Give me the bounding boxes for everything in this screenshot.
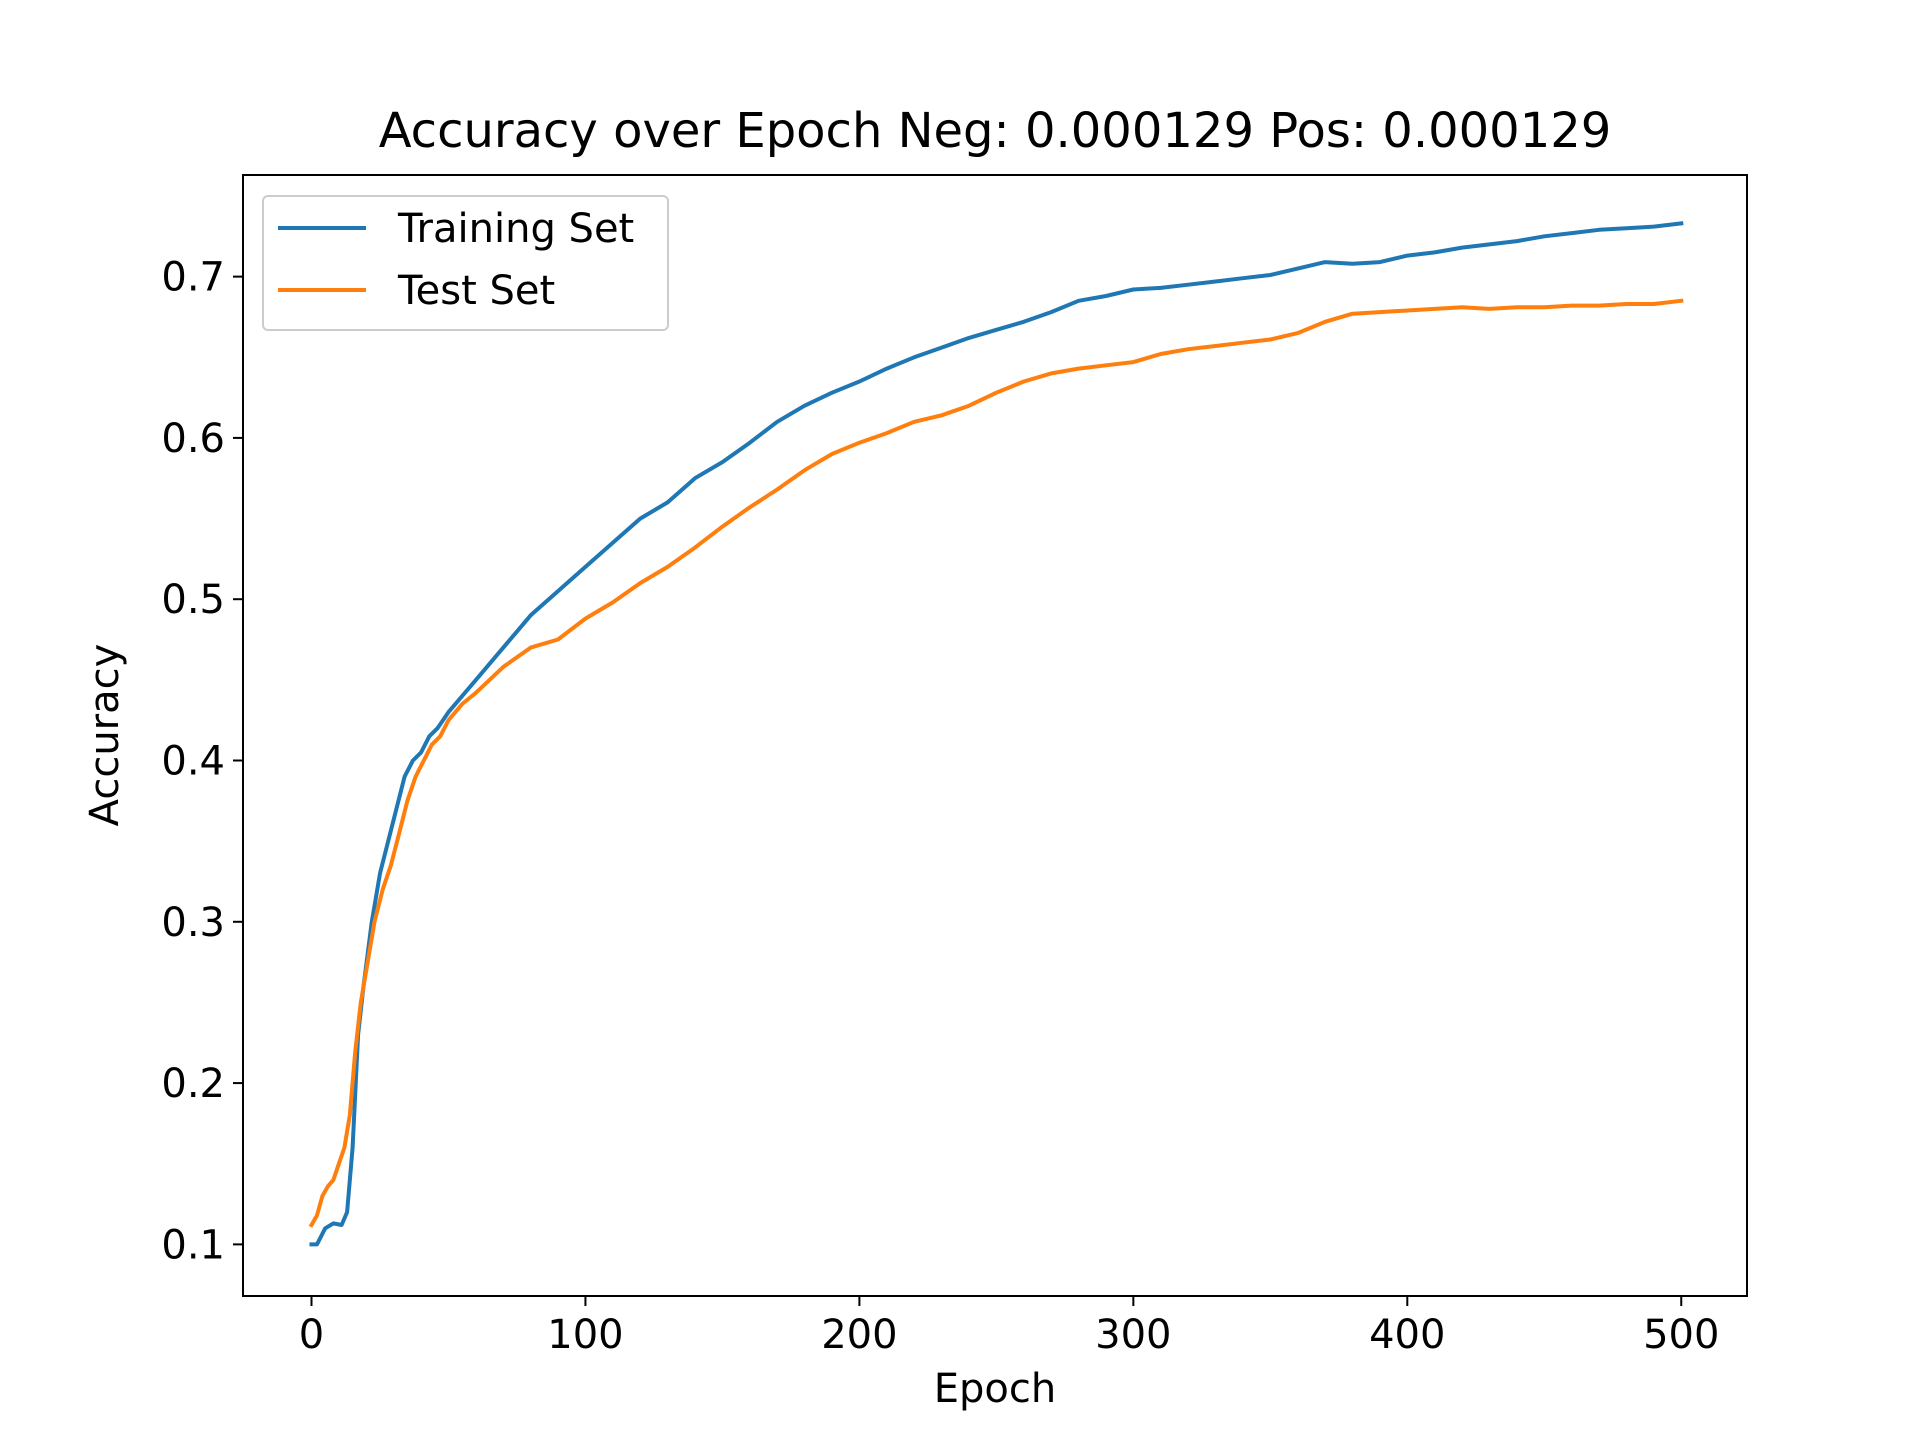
y-axis: 0.1 0.2 0.3 0.4 0.5 0.6 0.7	[161, 255, 243, 1268]
y-axis-title: Accuracy	[82, 644, 128, 827]
x-axis-title: Epoch	[934, 1366, 1056, 1412]
x-tick-label: 0	[299, 1312, 324, 1358]
x-tick-label: 100	[547, 1312, 623, 1358]
y-tick-label: 0.1	[161, 1222, 225, 1268]
x-tick-label: 500	[1643, 1312, 1719, 1358]
y-tick-label: 0.5	[161, 577, 225, 623]
plot-area	[243, 175, 1747, 1296]
y-tick-label: 0.3	[161, 900, 225, 946]
y-tick-label: 0.2	[161, 1061, 225, 1107]
x-tick-label: 200	[821, 1312, 897, 1358]
x-axis: 0 100 200 300 400 500	[299, 1296, 1719, 1358]
chart-title: Accuracy over Epoch Neg: 0.000129 Pos: 0…	[379, 103, 1612, 159]
y-tick-label: 0.7	[161, 255, 225, 301]
legend-label-1: Test Set	[397, 268, 555, 314]
legend-label-0: Training Set	[397, 206, 634, 252]
x-tick-label: 300	[1095, 1312, 1171, 1358]
series-line-1	[308, 298, 1684, 1228]
series-layer	[308, 221, 1684, 1247]
y-tick-label: 0.4	[161, 739, 225, 785]
legend: Training Set Test Set	[262, 195, 669, 331]
y-tick-label: 0.6	[161, 416, 225, 462]
series-line-0	[309, 221, 1684, 1247]
x-tick-label: 400	[1369, 1312, 1445, 1358]
plot-frame	[242, 174, 1748, 1297]
